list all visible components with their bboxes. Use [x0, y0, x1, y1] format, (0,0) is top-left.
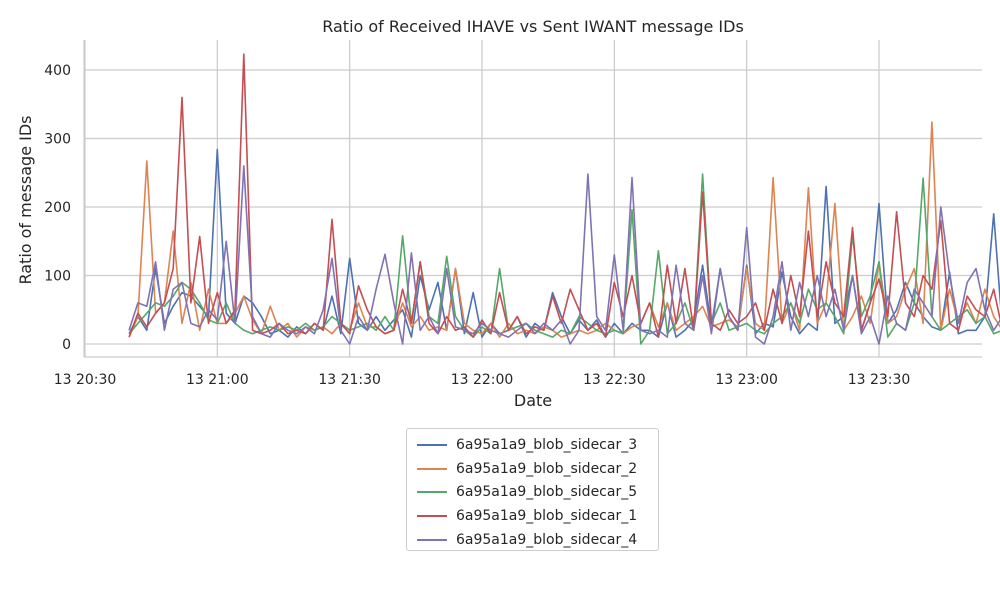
x-tick-label: 13 22:00	[451, 372, 514, 388]
y-tick-label: 300	[44, 132, 71, 148]
x-axis-label: Date	[514, 391, 552, 410]
series-line-4	[128, 53, 1000, 338]
series-line-2	[128, 121, 1000, 338]
legend-swatch	[417, 491, 447, 494]
legend-label: 6a95a1a9_blob_sidecar_5	[456, 484, 638, 501]
x-tick-label: 13 22:30	[583, 372, 646, 388]
legend-label: 6a95a1a9_blob_sidecar_2	[456, 460, 638, 477]
legend-swatch	[417, 467, 447, 470]
legend-item: 6a95a1a9_blob_sidecar_3	[417, 433, 648, 457]
x-tick-label: 13 21:00	[186, 372, 249, 388]
series-line-5	[128, 165, 1000, 345]
y-axis-label: Ratio of message IDs	[16, 115, 35, 284]
chart-title: Ratio of Received IHAVE vs Sent IWANT me…	[322, 17, 744, 36]
axes	[83, 40, 982, 358]
series-lines	[128, 53, 1000, 345]
legend-item: 6a95a1a9_blob_sidecar_1	[417, 504, 648, 528]
legend-item: 6a95a1a9_blob_sidecar_4	[417, 528, 648, 552]
x-tick-label: 13 23:30	[848, 372, 911, 388]
legend-swatch	[417, 538, 447, 541]
legend-item: 6a95a1a9_blob_sidecar_2	[417, 457, 648, 481]
legend-label: 6a95a1a9_blob_sidecar_4	[456, 531, 638, 548]
x-tick-label: 13 21:30	[318, 372, 381, 388]
tick-labels: 13 20:30 13 21:00 13 21:30 13 22:00 13 22:30…	[44, 63, 910, 388]
legend-item: 6a95a1a9_blob_sidecar_5	[417, 480, 648, 504]
y-tick-label: 200	[44, 200, 71, 216]
legend-swatch	[417, 514, 447, 517]
legend-swatch	[417, 443, 447, 446]
x-tick-label: 13 20:30	[54, 372, 117, 388]
legend-label: 6a95a1a9_blob_sidecar_1	[456, 507, 638, 524]
x-tick-label: 13 23:00	[715, 372, 778, 388]
legend: 6a95a1a9_blob_sidecar_3 6a95a1a9_blob_sid…	[406, 428, 659, 551]
y-tick-label: 0	[62, 337, 71, 353]
legend-label: 6a95a1a9_blob_sidecar_3	[456, 436, 638, 453]
y-tick-label: 100	[44, 269, 71, 285]
y-tick-label: 400	[44, 63, 71, 79]
